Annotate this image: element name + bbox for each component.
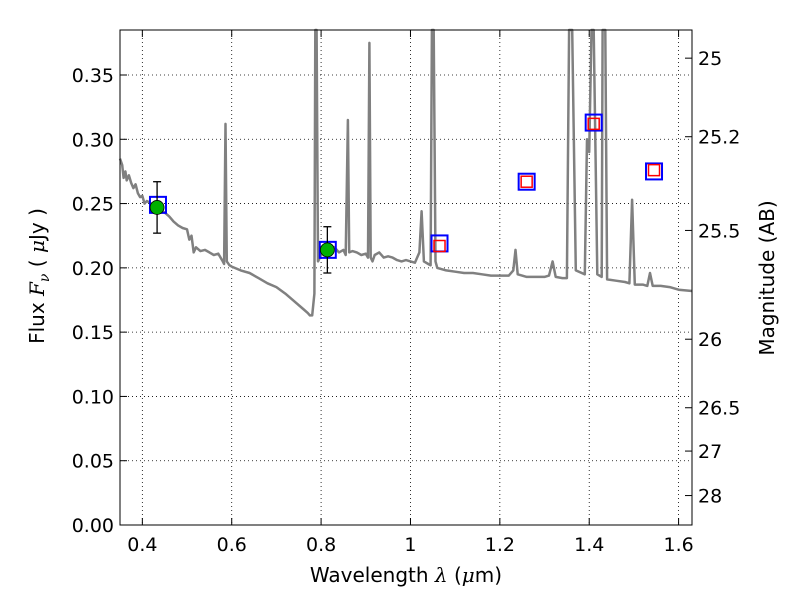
measured-photometry-point xyxy=(149,200,165,215)
y2-axis-ticks: 25 25.2 25.5 26 26.5 27 28 xyxy=(685,48,740,508)
y2-tick-label: 25.5 xyxy=(698,220,740,242)
x-tick-label: 1.2 xyxy=(485,534,515,556)
plot-frame xyxy=(119,29,693,526)
y2-tick-label: 27 xyxy=(698,441,722,463)
x-tick-label: 0.6 xyxy=(217,534,247,556)
y-tick-label: 0.35 xyxy=(72,65,114,87)
y2-tick-label: 25.2 xyxy=(698,127,740,149)
model-photometry-inner-square xyxy=(587,117,600,131)
y-tick-label: 0.00 xyxy=(72,515,114,537)
model-photometry-outer-square xyxy=(645,162,664,181)
model-photometry-inner-square xyxy=(647,163,661,177)
photometry-markers xyxy=(148,113,664,274)
y-axis-label: Flux Fν ( μJy ) xyxy=(25,208,54,344)
x-tick-label: 1.4 xyxy=(574,534,604,556)
model-photometry-inner-square xyxy=(433,239,446,253)
y2-tick-label: 28 xyxy=(698,486,722,508)
model-sed-line xyxy=(118,28,693,317)
y-tick-label: 0.20 xyxy=(72,258,114,280)
measured-photometry-point xyxy=(319,242,335,258)
x-axis-label: Wavelength λ (μm) xyxy=(310,563,502,587)
y-axis-ticks: 0.00 0.05 0.10 0.15 0.20 0.25 0.30 0.35 xyxy=(72,65,127,537)
x-tick-label: 1.6 xyxy=(663,534,693,556)
x-tick-label: 0.8 xyxy=(306,534,336,556)
y-tick-label: 0.05 xyxy=(72,451,114,473)
y-tick-label: 0.30 xyxy=(72,129,114,151)
x-axis-ticks: 0.4 0.6 0.8 1 1.2 1.4 1.6 xyxy=(127,30,694,556)
model-photometry-outer-square xyxy=(584,113,603,132)
y2-axis-label: Magnitude (AB) xyxy=(755,200,779,355)
model-photometry-outer-square xyxy=(517,172,536,191)
y2-tick-label: 26 xyxy=(698,329,722,351)
y-tick-label: 0.15 xyxy=(72,322,114,344)
model-photometry-inner-square xyxy=(520,175,533,188)
x-tick-label: 1 xyxy=(404,534,416,556)
x-tick-label: 0.4 xyxy=(127,534,157,556)
y-tick-label: 0.25 xyxy=(72,194,114,216)
y-tick-label: 0.10 xyxy=(72,386,114,408)
y2-tick-label: 25 xyxy=(698,48,722,70)
y2-tick-label: 26.5 xyxy=(698,398,740,420)
